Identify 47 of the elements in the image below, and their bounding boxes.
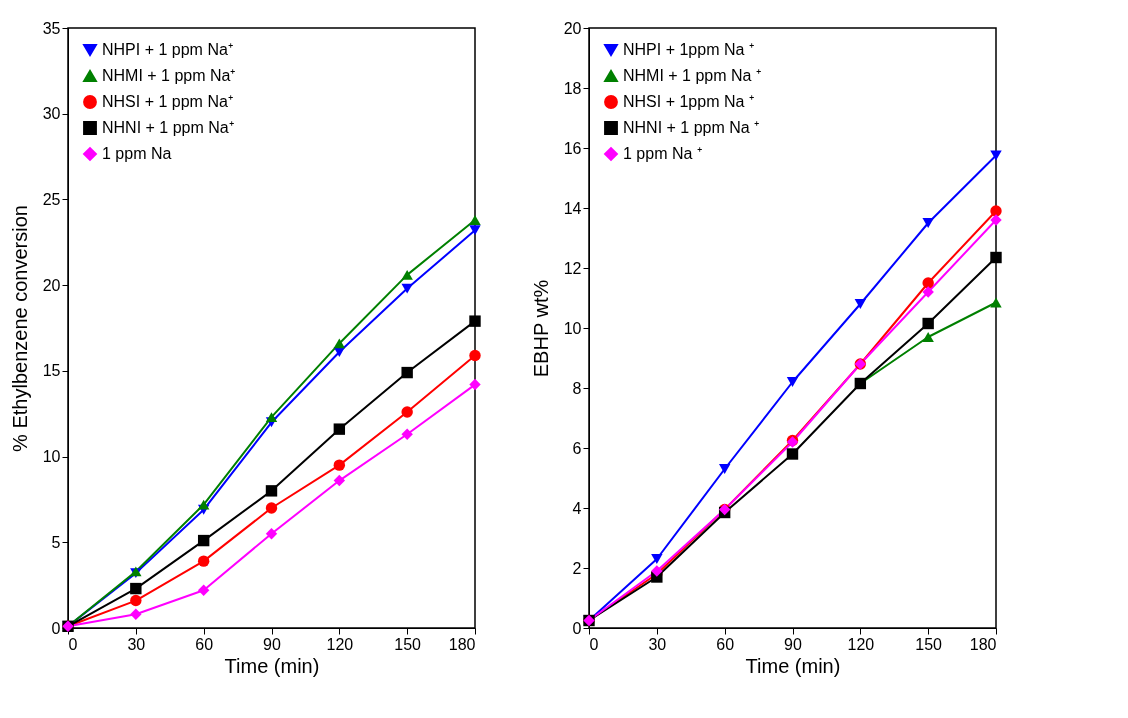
y-tick-label: 10 [563, 319, 582, 337]
y-tick-label: 35 [42, 19, 61, 37]
y-tick-label: 20 [563, 19, 582, 37]
x-tick-label: 0 [68, 635, 78, 653]
y-tick-label: 6 [572, 439, 582, 457]
legend-label: NHSI + 1 ppm Na⁺ [102, 93, 233, 110]
x-tick-label: 90 [784, 635, 802, 653]
x-tick-label: 60 [716, 635, 735, 653]
y-tick-label: 10 [42, 448, 61, 466]
legend-label: NHPI + 1ppm Na ⁺ [623, 41, 754, 58]
legend-label: NHPI + 1 ppm Na⁺ [102, 41, 233, 58]
y-tick-label: 15 [42, 362, 61, 380]
x-tick-label: 150 [915, 635, 943, 653]
y-axis-title: EBHP wt% [529, 279, 552, 378]
y-tick-label: 0 [572, 619, 582, 637]
legend-label: NHMI + 1 ppm Na ⁺ [623, 67, 761, 84]
y-tick-label: 4 [572, 499, 582, 517]
x-tick-label: 120 [326, 635, 354, 653]
y-tick-label: 12 [563, 259, 582, 277]
x-tick-label: 60 [195, 635, 214, 653]
legend-label: NHNI + 1 ppm Na ⁺ [623, 119, 760, 136]
y-axis-title: % Ethylbenzene conversion [8, 205, 31, 452]
y-tick-label: 5 [51, 533, 61, 551]
y-tick-label: 20 [42, 276, 61, 294]
y-tick-label: 0 [51, 619, 61, 637]
y-tick-label: 8 [572, 379, 582, 397]
y-tick-label: 25 [42, 190, 61, 208]
x-axis-title: Time (min) [745, 654, 841, 677]
legend-label: NHSI + 1ppm Na ⁺ [623, 93, 754, 110]
legend-label: NHNI + 1 ppm Na⁺ [102, 119, 234, 136]
y-tick-label: 14 [563, 199, 582, 217]
x-tick-label: 90 [263, 635, 281, 653]
x-tick-label: 30 [648, 635, 667, 653]
x-axis-title: Time (min) [224, 654, 320, 677]
legend-label: 1 ppm Na ⁺ [623, 145, 702, 162]
x-tick-label: 180 [448, 635, 476, 653]
legend-label: NHMI + 1 ppm Na⁺ [102, 67, 236, 84]
y-tick-label: 30 [42, 105, 61, 123]
x-tick-label: 30 [127, 635, 146, 653]
x-tick-label: 150 [394, 635, 422, 653]
x-tick-label: 120 [847, 635, 875, 653]
y-tick-label: 2 [572, 559, 582, 577]
legend-label: 1 ppm Na [102, 145, 172, 162]
y-tick-label: 16 [563, 139, 582, 157]
y-tick-label: 18 [563, 79, 582, 97]
x-tick-label: 180 [969, 635, 997, 653]
x-tick-label: 0 [589, 635, 599, 653]
